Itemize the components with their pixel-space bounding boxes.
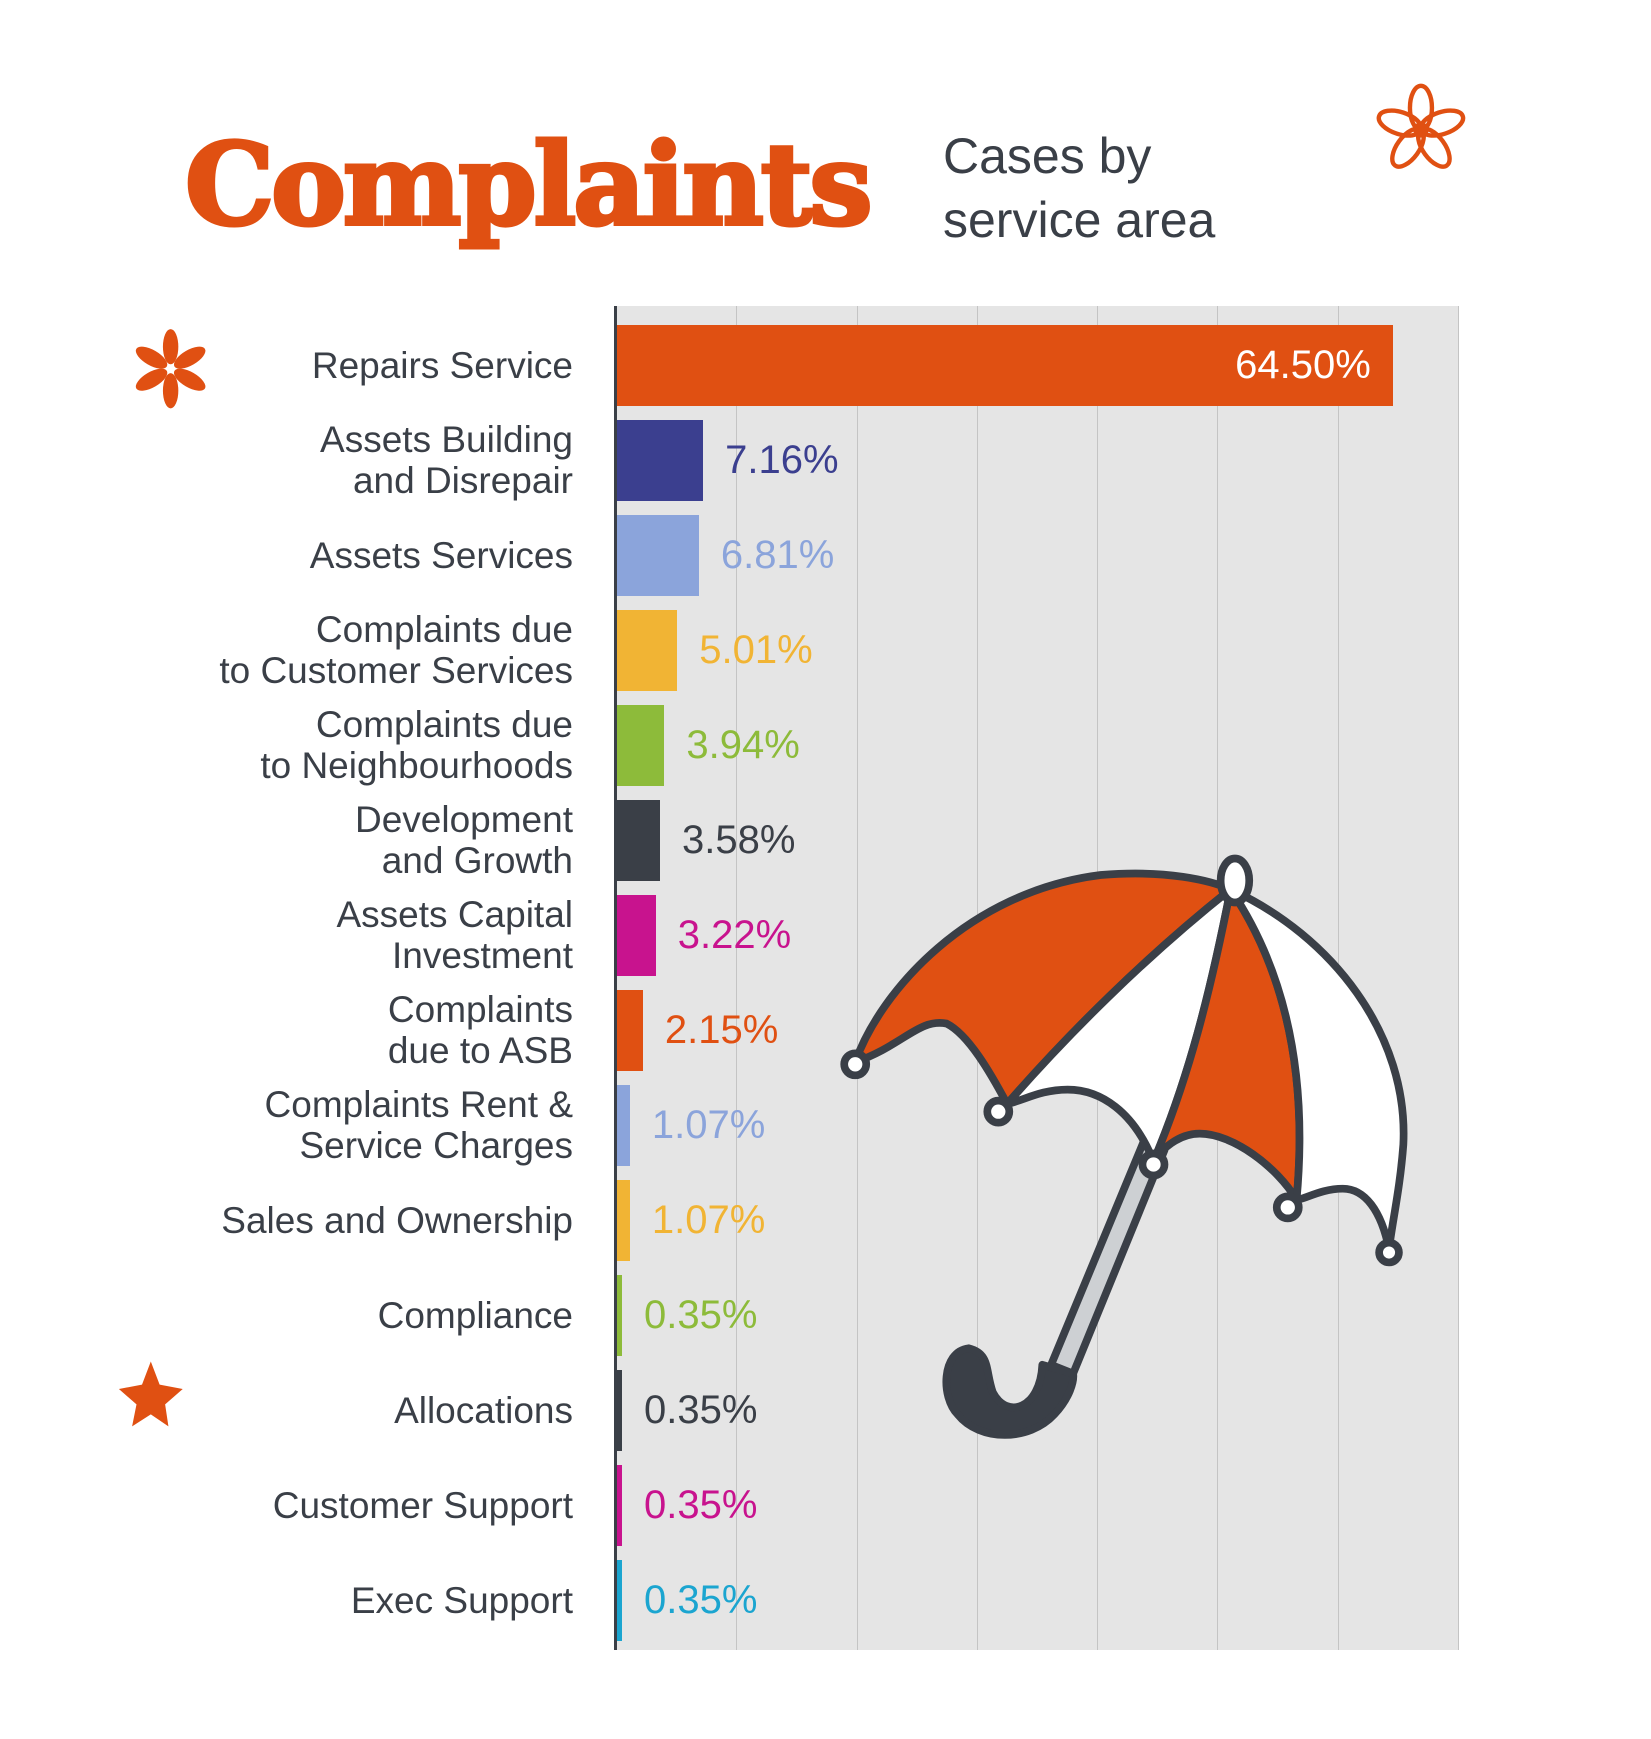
data-label: 6.81%: [720, 533, 835, 577]
category-label: Assets Capital Investment: [336, 894, 574, 976]
category-label: Assets Services: [309, 534, 573, 576]
category-label: Complaints due to ASB: [387, 989, 573, 1071]
data-label: 1.07%: [651, 1198, 766, 1242]
bar: [617, 515, 699, 596]
data-label: 1.07%: [651, 1103, 766, 1147]
data-label: 7.16%: [725, 438, 839, 482]
data-label: 0.35%: [644, 1483, 758, 1527]
category-label: Exec Support: [350, 1579, 573, 1621]
data-label: 0.35%: [644, 1578, 758, 1622]
subtitle: Cases by service area: [943, 124, 1343, 252]
page-title: Complaints: [183, 118, 875, 253]
data-label: 5.01%: [699, 628, 813, 672]
data-label: 0.35%: [644, 1293, 758, 1337]
subtitle-line-2: service area: [943, 192, 1216, 248]
category-label: Repairs Service: [311, 344, 573, 386]
category-label: Allocations: [394, 1389, 573, 1431]
category-label: Sales and Ownership: [221, 1199, 573, 1241]
data-label: 3.94%: [686, 723, 800, 767]
y-axis-line: [614, 306, 617, 1650]
category-label: Complaints Rent & Service Charges: [264, 1084, 573, 1166]
gridline: [1458, 306, 1459, 1650]
category-label: Development and Growth: [354, 799, 573, 881]
bar: [617, 325, 1393, 406]
subtitle-line-1: Cases by: [943, 128, 1152, 184]
data-label: 2.15%: [664, 1008, 779, 1052]
bar: [617, 1180, 630, 1261]
bar: [617, 705, 665, 786]
category-label: Customer Support: [272, 1484, 573, 1526]
gridline: [1097, 306, 1099, 1650]
category-label: Compliance: [377, 1294, 573, 1336]
bar: [617, 1275, 622, 1356]
data-label: 3.22%: [677, 913, 792, 957]
data-label: 0.35%: [644, 1388, 758, 1432]
bar: [617, 1465, 622, 1546]
gridline: [1337, 306, 1339, 1650]
data-label: 64.50%: [1235, 343, 1371, 387]
bar: [617, 1560, 622, 1641]
category-label: Complaints due to Neighbourhoods: [260, 704, 573, 786]
bar: [617, 1370, 622, 1451]
gridline: [976, 306, 978, 1650]
data-label: 3.58%: [682, 818, 796, 862]
bar: [617, 990, 643, 1071]
gridline: [856, 306, 858, 1650]
bar: [617, 895, 656, 976]
flower-outline-icon: [1376, 83, 1466, 169]
bar: [617, 610, 678, 691]
category-label: Complaints due to Customer Services: [219, 609, 573, 691]
category-label: Assets Building and Disrepair: [320, 419, 573, 501]
gridline: [736, 306, 738, 1650]
gridline: [1217, 306, 1219, 1650]
bar: [617, 1085, 630, 1166]
bar: [617, 800, 661, 881]
bar: [617, 420, 704, 501]
